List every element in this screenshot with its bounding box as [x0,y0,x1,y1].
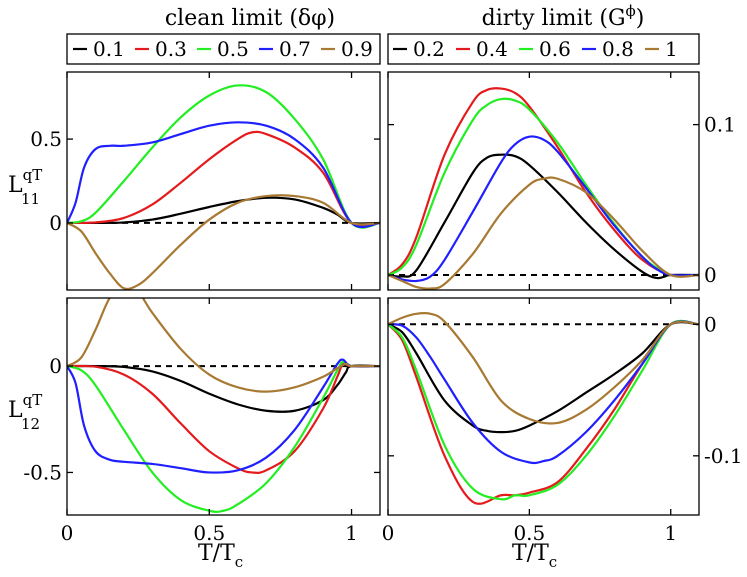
ylabel-bottom: LqT 12 [8,391,42,433]
right-title: dirty limit (Gϕ) [482,2,645,31]
panel-frame [66,71,381,291]
y-tick-label: 0.1 [704,113,736,137]
panel-bottom-left: 0 0.5 1 0 -0.5 [23,297,381,545]
y-tick-label: 0 [704,263,717,287]
y-tick-label: 0.5 [30,127,62,151]
legend-right-label-2: 0.6 [539,37,571,61]
legend-left-label-1: 0.3 [155,37,187,61]
panel-frame [387,71,700,291]
series-line-0.7 [67,358,380,474]
panel-top-left: 00.5 [30,71,381,291]
legend-left-box [66,33,381,65]
x-tick-label: 0.5 [513,521,545,545]
series-line-0.8 [388,135,699,283]
series-line-1 [388,311,699,425]
series-line-0.9 [67,194,380,290]
legend-left-label-4: 0.9 [341,37,373,61]
series-line-0.9 [67,298,380,393]
xlabel-left: T/Tc [198,541,243,571]
panel-top-right: 00.1 [387,71,736,291]
series-line-0.5 [67,360,380,513]
x-tick-label: 0 [61,521,74,545]
legend-left-label-0: 0.1 [93,37,125,61]
series-line-0.4 [388,87,699,278]
legend-right-label-3: 0.8 [602,37,634,61]
legend-left-label-3: 0.7 [279,37,311,61]
legend-right-label-4: 1 [665,37,678,61]
x-tick-label: 0.5 [193,521,225,545]
series-line-0.5 [67,84,380,229]
xlabel-right: T/Tc [512,541,557,571]
legend-left: 0.1 0.3 0.5 0.7 0.9 [73,37,373,61]
panel-frame [387,297,700,516]
x-tick-label: 1 [664,521,677,545]
x-tick-label: 1 [345,521,358,545]
legend-right-label-0: 0.2 [413,37,445,61]
series-line-0.6 [388,319,699,501]
y-tick-label: -0.5 [23,460,62,484]
y-tick-label: 0 [49,211,62,235]
series-line-0.6 [388,97,699,278]
series-line-0.1 [67,364,380,413]
legend-right-box [387,33,700,65]
x-tick-label: 0 [382,521,395,545]
series-line-0.8 [388,320,699,465]
panel-frame [66,297,381,516]
series-line-0.7 [67,121,380,229]
y-tick-label: 0 [49,354,62,378]
legend-right: 0.2 0.4 0.6 0.8 1 [393,37,678,61]
y-tick-label: 0 [704,312,717,336]
panel-bottom-right: 0 0.5 1 0 -0.1 [382,297,743,545]
series-line-1 [388,176,699,290]
series-line-0.2 [388,321,699,434]
ylabel-top: LqT 11 [8,166,42,208]
legend-left-label-2: 0.5 [217,37,249,61]
series-line-0.2 [388,153,699,280]
y-tick-label: -0.1 [704,444,743,468]
legend-right-label-1: 0.4 [476,37,508,61]
series-line-0.3 [67,130,380,228]
left-title: clean limit (δφ) [165,6,335,31]
